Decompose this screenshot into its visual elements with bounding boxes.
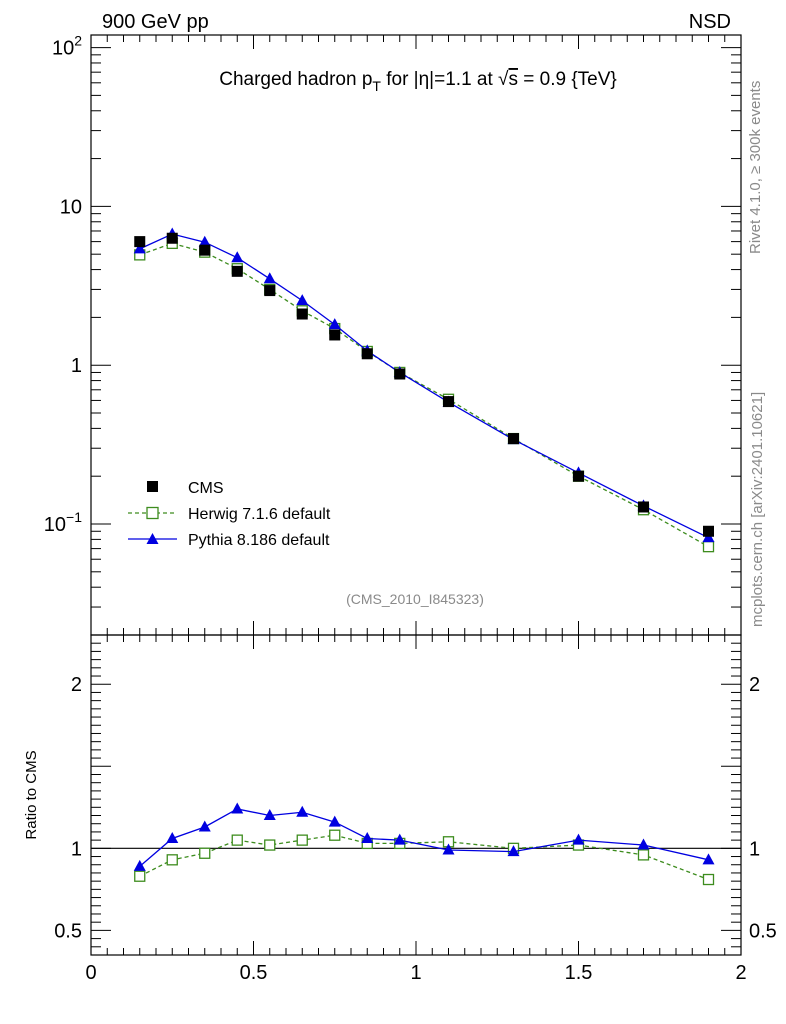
legend-cms-marker [147,481,158,492]
main-pythia-point [133,242,146,254]
ratio-pythia-point [296,805,309,817]
legend-entry-herwig: Herwig 7.1.6 default [128,506,331,523]
ratio-series-group [133,802,715,886]
ratio-y-tick-label-right: 1 [749,838,760,860]
ratio-pythia-point [263,809,276,821]
legend-entry-cms: CMS [147,480,224,497]
legend-cms-label: CMS [188,480,224,497]
ratio-y-axis-label: Ratio to CMS [23,750,40,839]
x-tick-labels: 0 0.5 1 1.5 2 [85,962,746,984]
main-chart-title: Charged hadron pT for |η|=1.1 at √s = 0.… [219,69,617,94]
ratio-herwig-point [637,849,650,861]
main-cms-point [443,396,454,408]
ratio-herwig-point [166,854,178,866]
main-panel: 10−1 1 10 102 Charged hadron pT for |η|=1.1… [44,33,742,636]
ratio-y-tick-labels: 0.5 0.5 1 1 2 2 [54,674,777,942]
ratio-y-tick-label-left: 2 [71,674,82,696]
ratio-pythia-point [198,820,211,832]
main-y-tick-labels: 10−1 1 10 102 [44,33,82,536]
ratio-pythia-point [507,845,520,857]
legend-pythia-marker [146,533,159,544]
main-cms-point [166,232,178,244]
main-y-tick-label: 10−1 [44,509,82,536]
main-axis-ticks [90,35,742,636]
legend-pythia-label: Pythia 8.186 default [188,532,330,549]
rivet-version-label: Rivet 4.1.0, ≥ 300k events [747,81,764,254]
main-pythia-point [198,235,211,247]
ratio-herwig-point [231,834,243,846]
ratio-pythia-point [637,838,650,850]
main-herwig-point [702,541,715,553]
main-y-tick-label: 10 [60,196,82,218]
header-left-label: 900 GeV pp [102,11,209,33]
ratio-pythia-point [231,802,244,814]
ratio-pythia-point [393,833,406,845]
x-tick-label: 1.5 [565,962,593,984]
analysis-label: (CMS_2010_I845323) [346,591,484,607]
ratio-herwig-point [134,870,146,882]
ratio-y-tick-label-right: 2 [749,674,760,696]
main-herwig-line [139,242,709,548]
ratio-herwig-point [199,847,211,859]
ratio-pythia-point [166,831,179,843]
legend: CMS Herwig 7.1.6 default Pythia 8.186 de… [128,480,331,549]
x-tick-label: 0.5 [240,962,268,984]
ratio-pythia-point [133,859,146,871]
main-cms-point [638,501,649,513]
main-y-tick-label: 1 [71,355,82,377]
ratio-panel: 0.5 0.51 12 2 0 0.5 1 1.5 2 Ratio to CMS [23,634,777,984]
main-cms-point [134,236,146,248]
legend-herwig-label: Herwig 7.1.6 default [188,506,331,523]
main-y-tick-label: 102 [52,33,82,60]
main-pythia-point [328,318,341,330]
main-cms-point [199,244,211,256]
x-tick-label: 2 [735,962,746,984]
legend-herwig-marker [146,506,159,520]
main-cms-point [508,433,519,445]
main-cms-point [394,368,406,380]
x-tick-label: 1 [410,962,421,984]
ratio-herwig-point [264,839,276,851]
ratio-y-tick-label-left: 0.5 [54,920,82,942]
ratio-pythia-line [139,808,709,867]
ratio-herwig-line [139,834,709,881]
ratio-herwig-point [702,873,715,886]
main-series-group [133,227,715,553]
main-cms-point [296,308,308,320]
ratio-pythia-point [702,853,715,865]
ratio-pythia-point [328,815,341,827]
ratio-herwig-point [296,834,308,846]
main-cms-point [231,265,243,277]
x-tick-label: 0 [85,962,96,984]
main-cms-point [361,348,373,360]
main-cms-point [329,329,341,341]
ratio-pythia-point [442,843,455,855]
ratio-pythia-point [361,831,374,843]
main-cms-point [703,525,714,537]
ratio-y-tick-label-left: 1 [71,838,82,860]
main-pythia-point [263,272,276,284]
mcplots-source-label: mcplots.cern.ch [arXiv:2401.10621] [749,392,766,627]
ratio-panel-frame [90,634,742,956]
main-cms-point [264,285,276,297]
ratio-y-tick-label-right: 0.5 [749,920,777,942]
main-pythia-point [231,251,244,263]
ratio-pythia-point [572,833,585,845]
ratio-herwig-point [329,829,341,841]
main-pythia-point [296,294,309,306]
header-right-label: NSD [689,11,731,33]
legend-entry-pythia: Pythia 8.186 default [128,532,330,549]
ratio-axis-ticks [90,634,742,955]
main-cms-point [573,470,584,482]
